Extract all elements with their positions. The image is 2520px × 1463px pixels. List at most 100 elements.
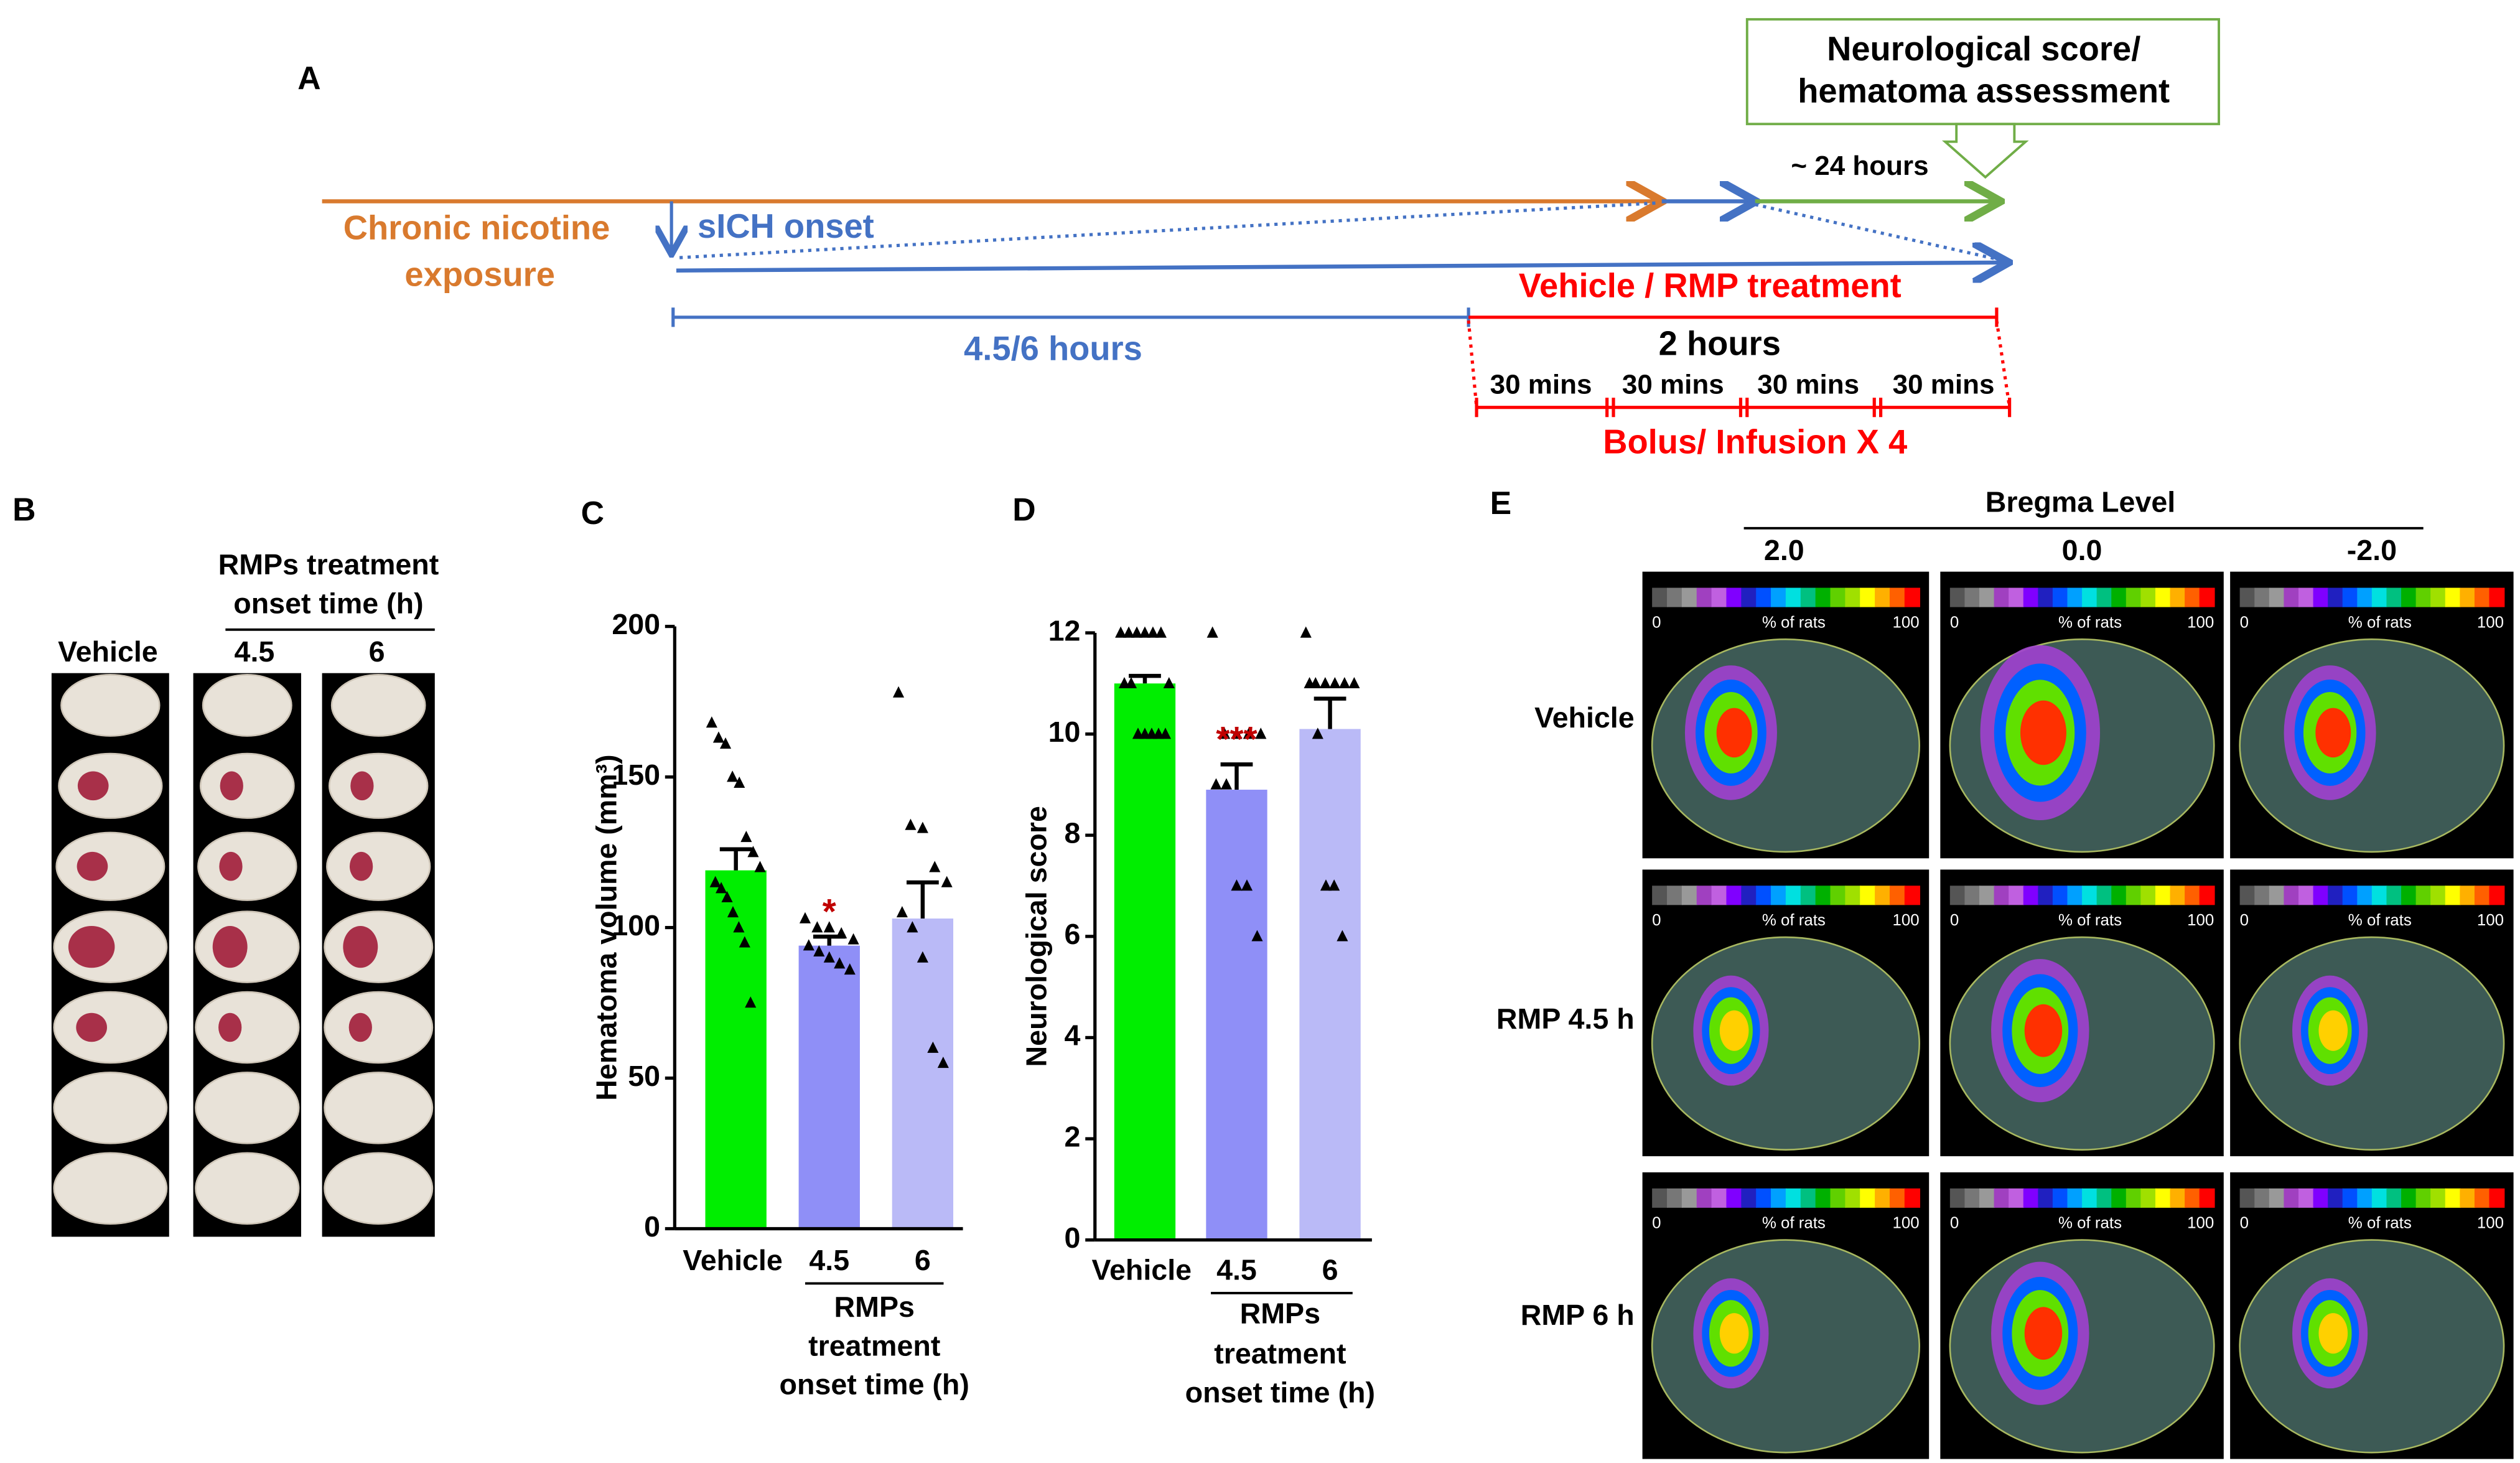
- lesion-core: [2020, 700, 2066, 765]
- colorbar-label: % of rats: [1762, 912, 1826, 929]
- data-point: [1329, 676, 1341, 689]
- colorbar-bin: [2067, 886, 2083, 905]
- data-point: [937, 1056, 949, 1068]
- colorbar-bin: [1666, 1188, 1683, 1208]
- colorbar-bin: [2155, 1188, 2171, 1208]
- colorbar-bin: [2239, 1188, 2256, 1208]
- colorbar-bin: [2009, 1188, 2025, 1208]
- colorbar-max: 100: [1893, 912, 1920, 929]
- colorbar-bin: [1889, 587, 1906, 607]
- colorbar-bin: [1994, 886, 2010, 905]
- colorbar-bin: [1875, 886, 1891, 905]
- colorbar-bin: [1800, 1188, 1816, 1208]
- colorbar-bin: [1860, 1188, 1876, 1208]
- colorbar-bin: [2430, 1188, 2447, 1208]
- x-tick-label: Vehicle: [1092, 1254, 1192, 1286]
- hemorrhage: [348, 1012, 372, 1042]
- interval-label: 30 mins: [1622, 370, 1724, 400]
- colorbar-bin: [2067, 1188, 2083, 1208]
- colorbar-bin: [2401, 1188, 2417, 1208]
- group-label: Vehicle: [1534, 701, 1635, 734]
- colorbar-max: 100: [2187, 912, 2214, 929]
- treatment-label: Vehicle / RMP treatment: [1519, 267, 1902, 305]
- lesion-core: [2024, 1004, 2063, 1057]
- y-tick-label: 8: [1065, 816, 1081, 849]
- panel-label: E: [1490, 485, 1512, 521]
- brain-slice: [324, 991, 434, 1064]
- data-point: [1243, 727, 1254, 739]
- colorbar-bin: [2126, 886, 2142, 905]
- colorbar-bin: [2155, 886, 2171, 905]
- data-point: [1251, 930, 1263, 942]
- data-point: [836, 927, 847, 939]
- colorbar-max: 100: [2477, 912, 2504, 929]
- colorbar-max: 100: [2187, 614, 2214, 631]
- colorbar-bin: [2096, 1188, 2112, 1208]
- brain-outline: [1651, 936, 1920, 1151]
- colorbar-bin: [1681, 1188, 1698, 1208]
- colorbar-bin: [1904, 886, 1920, 905]
- group-label: onset time (h): [1185, 1376, 1375, 1408]
- colorbar-bin: [1711, 886, 1727, 905]
- data-point: [834, 957, 846, 969]
- data-point: [941, 876, 953, 887]
- data-point: [813, 945, 825, 957]
- lesion-core: [1719, 1010, 1749, 1051]
- colorbar-bin: [2386, 587, 2402, 607]
- bar: [892, 918, 954, 1229]
- colorbar-min: 0: [1950, 614, 1959, 631]
- colorbar-bin: [2082, 1188, 2098, 1208]
- colorbar-bin: [2489, 1188, 2505, 1208]
- panel-label: A: [297, 60, 320, 96]
- colorbar-bin: [2052, 886, 2068, 905]
- x-tick-label: 6: [1322, 1254, 1338, 1286]
- y-tick-label: 150: [612, 759, 660, 791]
- brain-slice: [53, 991, 168, 1064]
- dotted-line: [1467, 320, 1478, 408]
- colorbar-bin: [2254, 1188, 2270, 1208]
- interval-label: 30 mins: [1757, 370, 1859, 400]
- colorbar-bin: [2401, 587, 2417, 607]
- brain-slice: [328, 752, 429, 819]
- colorbar-bin: [2401, 886, 2417, 905]
- colorbar-label: % of rats: [2348, 912, 2412, 929]
- data-point: [1241, 879, 1253, 891]
- lesion-core: [2024, 1307, 2063, 1360]
- bar: [798, 945, 860, 1229]
- hemorrhage: [77, 851, 108, 881]
- exposure-label: Chronic nicotine: [343, 208, 610, 246]
- y-tick-label: 0: [644, 1210, 660, 1243]
- hemorrhage: [343, 925, 378, 968]
- colorbar-bin: [2386, 886, 2402, 905]
- colorbar-min: 0: [2240, 1215, 2249, 1232]
- colorbar-bin: [1726, 1188, 1742, 1208]
- y-tick-label: 100: [612, 909, 660, 942]
- group-label: RMP 6 h: [1521, 1299, 1635, 1331]
- data-point: [823, 951, 835, 963]
- brain-slice: [58, 752, 163, 819]
- colorbar-bin: [1756, 1188, 1772, 1208]
- colorbar-bin: [1726, 587, 1742, 607]
- assessment-box: [1745, 18, 2220, 126]
- colorbar-bin: [2140, 1188, 2157, 1208]
- colorbar-bin: [2489, 886, 2505, 905]
- colorbar-bin: [2269, 886, 2285, 905]
- level-label: 2.0: [1764, 534, 1804, 566]
- colorbar-label: % of rats: [2348, 1215, 2412, 1232]
- interval-label: 30 mins: [1893, 370, 1995, 400]
- error-bar: [1129, 673, 1161, 684]
- data-point: [892, 686, 905, 698]
- group-title: onset time (h): [233, 587, 423, 619]
- panel-e-title: Bregma Level: [1986, 485, 2176, 518]
- colorbar-bin: [2140, 886, 2157, 905]
- colorbar-bin: [2284, 886, 2300, 905]
- colorbar-min: 0: [1652, 912, 1661, 929]
- colorbar-bin: [2460, 587, 2476, 607]
- colorbar-bin: [2199, 886, 2215, 905]
- colorbar-max: 100: [2477, 614, 2504, 631]
- data-point: [803, 939, 814, 951]
- lesion-core: [1719, 1313, 1749, 1354]
- data-point: [917, 821, 928, 833]
- data-point: [907, 921, 918, 933]
- colorbar-bin: [2185, 1188, 2200, 1208]
